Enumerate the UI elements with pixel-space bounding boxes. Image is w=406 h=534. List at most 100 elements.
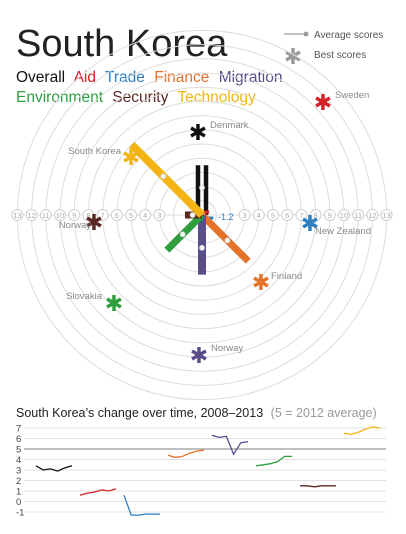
best-security-asterisk-icon: ✱ xyxy=(85,210,103,235)
axis-number-badge xyxy=(267,209,279,221)
axis-number-badge xyxy=(125,209,137,221)
series-line-technology xyxy=(343,426,381,435)
average-dot-technology xyxy=(160,173,167,180)
category-trade: Trade xyxy=(105,69,145,86)
best-technology-label: South Korea xyxy=(68,146,122,157)
axis-number-badge xyxy=(323,209,336,221)
axis-number-badge xyxy=(68,209,81,221)
series-line-security xyxy=(300,485,336,488)
axis-number-badge xyxy=(139,209,152,221)
legend: Average scores ✱ Best scores xyxy=(284,30,384,69)
best-finance-label: Finland xyxy=(271,271,302,282)
average-dot-security xyxy=(189,212,196,218)
axis-number-badge xyxy=(82,209,95,221)
axis-number: 10 xyxy=(56,211,64,220)
average-dot-environment xyxy=(179,231,186,238)
best-trade-asterisk-icon: ✱ xyxy=(301,211,319,236)
score-bar-technology xyxy=(128,141,205,218)
average-dot-overall xyxy=(199,184,205,191)
axis-number-badge xyxy=(352,209,365,221)
best-aid-asterisk-icon: ✱ xyxy=(314,90,332,115)
axis-number: 13 xyxy=(382,211,390,220)
y-tick-label: 6 xyxy=(16,434,21,445)
series-line-aid xyxy=(79,488,117,496)
category-migration: Migration xyxy=(219,69,283,86)
legend-best-asterisk-icon: ✱ xyxy=(284,44,302,69)
axis-number: 11 xyxy=(42,211,50,220)
legend-average-label: Average scores xyxy=(314,30,383,41)
axis-number: 12 xyxy=(27,211,35,220)
axis-number-badge xyxy=(54,209,66,221)
axis-number-badge xyxy=(338,209,350,221)
best-aid-label: Sweden xyxy=(335,90,369,101)
axis-number: 7 xyxy=(101,211,105,220)
axis-number: 4 xyxy=(143,211,147,220)
axis-number: 6 xyxy=(285,211,289,220)
axis-number: 8 xyxy=(314,211,318,220)
timeseries-title: South Korea’s change over time, 2008–201… xyxy=(16,406,377,420)
axis-number-badge xyxy=(380,209,393,221)
timeseries-title-sub: (5 = 2012 average) xyxy=(271,406,377,420)
series-line-migration xyxy=(211,434,249,456)
category-overall: Overall xyxy=(16,69,65,86)
axis-number: 8 xyxy=(86,211,90,220)
best-technology-asterisk-icon: ✱ xyxy=(122,145,140,170)
legend-best-label: Best scores xyxy=(314,50,366,61)
y-tick-label: 1 xyxy=(16,487,21,498)
best-finance-asterisk-icon: ✱ xyxy=(252,270,270,295)
category-aid: Aid xyxy=(74,69,96,86)
best-migration-asterisk-icon: ✱ xyxy=(190,343,208,368)
y-tick-label: 7 xyxy=(16,424,21,435)
axis-number: 3 xyxy=(157,211,161,220)
axis-number-badge xyxy=(25,209,38,221)
y-tick-label: 4 xyxy=(16,455,21,466)
score-bar-finance xyxy=(199,212,251,264)
axis-number-badge xyxy=(110,209,123,221)
axis-number-badge xyxy=(11,209,24,221)
best-overall-asterisk-icon: ✱ xyxy=(189,120,207,145)
axis-number: 9 xyxy=(328,211,332,220)
best-overall-label: Denmark xyxy=(210,120,249,131)
axis-number-badge xyxy=(238,209,251,221)
axis-number-badge xyxy=(281,209,294,221)
category-finance: Finance xyxy=(154,69,209,86)
axis-number: 9 xyxy=(72,211,76,220)
axis-number-badge xyxy=(309,209,322,221)
axis-number: 11 xyxy=(354,211,362,220)
axis-number: 7 xyxy=(299,211,303,220)
y-tick-label: 3 xyxy=(16,466,21,477)
axis-number: 4 xyxy=(257,211,261,220)
axis-number: 5 xyxy=(271,211,275,220)
series-line-trade xyxy=(123,494,160,516)
best-environment-label: Slovakia xyxy=(66,291,103,302)
page-title: South Korea xyxy=(16,23,228,65)
y-tick-label: -1 xyxy=(16,508,24,519)
axis-number-badge xyxy=(39,209,52,221)
timeseries-title-main: South Korea’s change over time, 2008–201… xyxy=(16,406,263,420)
average-dot-finance xyxy=(224,237,231,244)
category-technology: Technology xyxy=(177,89,256,106)
best-security-label: Norway xyxy=(59,220,91,231)
axis-number: 3 xyxy=(243,211,247,220)
series-line-environment xyxy=(255,455,292,467)
axis-number-badge xyxy=(153,209,166,221)
category-security: Security xyxy=(112,89,168,106)
series-line-overall xyxy=(35,465,73,472)
center-value: -1.2 xyxy=(218,212,234,222)
y-tick-label: 2 xyxy=(16,476,21,487)
category-legend-row-2: Environment Security Technology xyxy=(16,89,256,106)
best-environment-asterisk-icon: ✱ xyxy=(105,291,123,316)
best-trade-label: New Zealand xyxy=(315,226,371,237)
average-dot-migration xyxy=(199,244,205,251)
category-legend: Overall Aid Trade Finance Migration Envi… xyxy=(16,69,282,106)
timeseries-title-text: South Korea’s change over time, 2008–201… xyxy=(16,406,377,420)
legend-average-dot xyxy=(303,31,309,37)
axis-number: 10 xyxy=(340,211,348,220)
axis-number: 6 xyxy=(115,211,119,220)
axis-number-badge xyxy=(96,209,109,221)
y-tick-label: 0 xyxy=(16,497,21,508)
